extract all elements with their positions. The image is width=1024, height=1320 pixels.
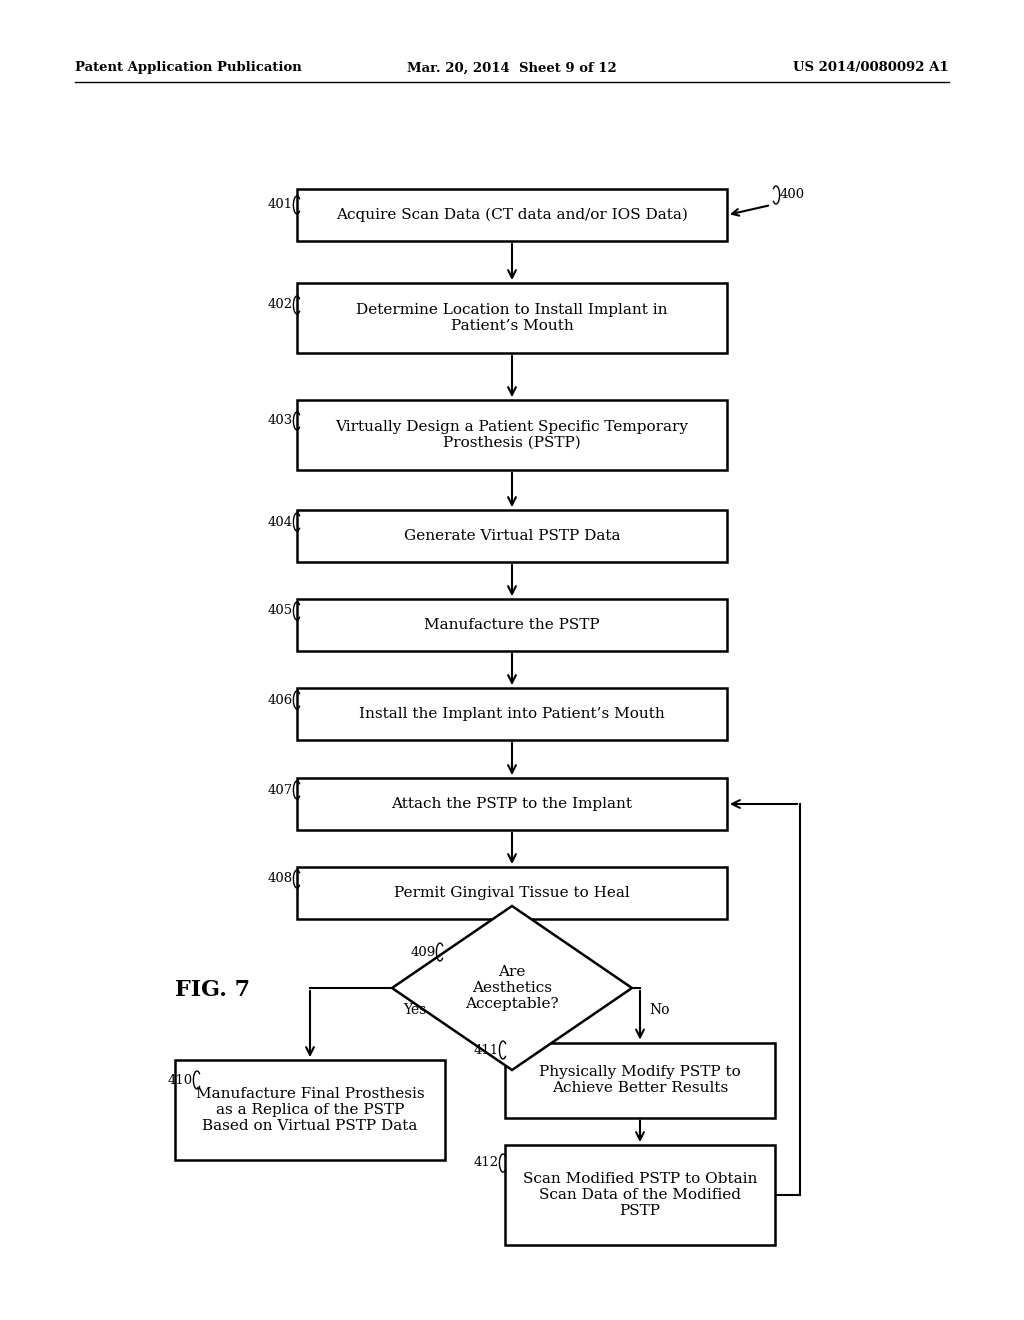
Text: Permit Gingival Tissue to Heal: Permit Gingival Tissue to Heal <box>394 886 630 900</box>
Text: Generate Virtual PSTP Data: Generate Virtual PSTP Data <box>403 529 621 543</box>
Text: 411: 411 <box>474 1044 499 1056</box>
Text: Acquire Scan Data (CT data and/or IOS Data): Acquire Scan Data (CT data and/or IOS Da… <box>336 207 688 222</box>
Text: 406: 406 <box>267 693 293 706</box>
Text: Install the Implant into Patient’s Mouth: Install the Implant into Patient’s Mouth <box>359 708 665 721</box>
Text: 410: 410 <box>168 1073 193 1086</box>
Text: Mar. 20, 2014  Sheet 9 of 12: Mar. 20, 2014 Sheet 9 of 12 <box>408 62 616 74</box>
Text: Virtually Design a Patient Specific Temporary
Prosthesis (PSTP): Virtually Design a Patient Specific Temp… <box>336 420 688 450</box>
FancyBboxPatch shape <box>175 1060 445 1160</box>
Text: 412: 412 <box>474 1156 499 1170</box>
FancyBboxPatch shape <box>505 1043 775 1118</box>
Text: Attach the PSTP to the Implant: Attach the PSTP to the Implant <box>391 797 633 810</box>
FancyBboxPatch shape <box>297 777 727 830</box>
Text: US 2014/0080092 A1: US 2014/0080092 A1 <box>794 62 949 74</box>
Text: Patent Application Publication: Patent Application Publication <box>75 62 302 74</box>
FancyBboxPatch shape <box>297 510 727 562</box>
Polygon shape <box>392 906 632 1071</box>
Text: 404: 404 <box>268 516 293 528</box>
FancyBboxPatch shape <box>297 867 727 919</box>
FancyBboxPatch shape <box>297 599 727 651</box>
Text: 408: 408 <box>268 873 293 886</box>
Text: Yes: Yes <box>403 1003 427 1016</box>
Text: 407: 407 <box>267 784 293 796</box>
Text: FIG. 7: FIG. 7 <box>175 979 250 1001</box>
Text: Are
Aesthetics
Acceptable?: Are Aesthetics Acceptable? <box>465 965 559 1011</box>
Text: Scan Modified PSTP to Obtain
Scan Data of the Modified
PSTP: Scan Modified PSTP to Obtain Scan Data o… <box>523 1172 757 1218</box>
Text: 402: 402 <box>268 298 293 312</box>
Text: 409: 409 <box>411 945 436 958</box>
Text: 400: 400 <box>780 189 805 202</box>
Text: 403: 403 <box>267 414 293 428</box>
Text: Manufacture the PSTP: Manufacture the PSTP <box>424 618 600 632</box>
Text: Manufacture Final Prosthesis
as a Replica of the PSTP
Based on Virtual PSTP Data: Manufacture Final Prosthesis as a Replic… <box>196 1086 424 1133</box>
Text: 401: 401 <box>268 198 293 211</box>
Text: No: No <box>650 1003 671 1016</box>
Text: 405: 405 <box>268 605 293 618</box>
FancyBboxPatch shape <box>297 189 727 242</box>
FancyBboxPatch shape <box>505 1144 775 1245</box>
Text: Determine Location to Install Implant in
Patient’s Mouth: Determine Location to Install Implant in… <box>356 302 668 333</box>
Text: Physically Modify PSTP to
Achieve Better Results: Physically Modify PSTP to Achieve Better… <box>539 1065 741 1096</box>
FancyBboxPatch shape <box>297 400 727 470</box>
FancyBboxPatch shape <box>297 688 727 741</box>
FancyBboxPatch shape <box>297 282 727 352</box>
